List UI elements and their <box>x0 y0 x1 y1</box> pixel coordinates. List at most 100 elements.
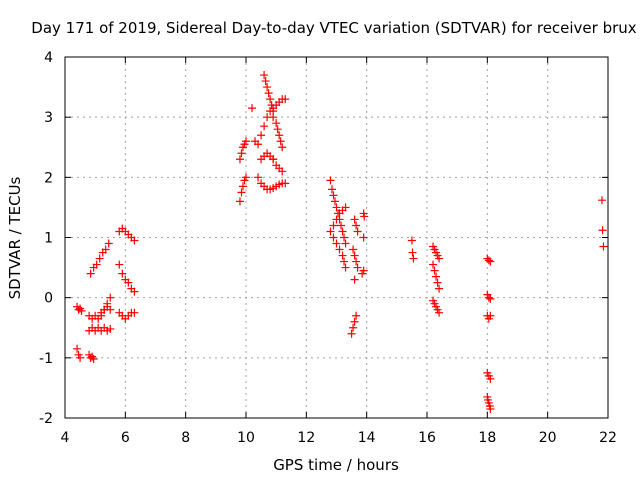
data-point-arc-s <box>276 137 285 146</box>
data-point-arc-g <box>106 305 115 314</box>
data-point-arc-am <box>486 404 495 413</box>
data-point-arc-ad <box>359 266 368 275</box>
x-tick-label: 16 <box>418 430 436 446</box>
data-point-arc-l <box>242 137 250 146</box>
data-point-arc-ah <box>435 308 444 317</box>
data-point-arc-o <box>281 179 290 188</box>
data-point-arc-aa <box>349 323 358 332</box>
data-point-arc-ae <box>408 248 417 257</box>
data-point-arc-b <box>73 344 82 353</box>
x-tick-label: 10 <box>237 430 255 446</box>
x-tick-label: 6 <box>121 430 130 446</box>
data-point-arc-x <box>350 215 359 224</box>
data-point-arc-s <box>275 131 284 140</box>
y-tick-label: 2 <box>44 170 53 186</box>
data-point-arc-i <box>130 287 139 296</box>
data-point-arc-t <box>269 155 278 164</box>
data-point-arc-m <box>248 104 257 113</box>
data-point-arc-w <box>329 233 338 242</box>
data-point-arc-i <box>115 260 124 269</box>
x-tick-label: 22 <box>599 430 617 446</box>
x-tick-label: 14 <box>358 430 376 446</box>
data-point-arc-ag <box>430 266 439 275</box>
data-point-arc-aj <box>484 293 493 302</box>
data-point-arc-aj <box>486 294 495 303</box>
data-point-arc-ac <box>359 233 368 242</box>
data-point-arc-f <box>104 239 113 248</box>
data-point-arc-v <box>329 221 338 230</box>
data-point-arc-d <box>106 324 115 333</box>
data-point-arc-z <box>350 275 359 284</box>
x-tick-label: 12 <box>297 430 315 446</box>
data-point-arc-l <box>235 155 244 164</box>
data-point-arc-u <box>330 197 339 206</box>
y-tick-label: 1 <box>44 231 53 247</box>
data-point-arc-f <box>92 260 101 269</box>
data-point-arc-ai <box>486 257 495 266</box>
data-point-arc-ak <box>486 311 495 320</box>
data-points <box>73 71 608 413</box>
y-tick-label: -2 <box>39 411 53 427</box>
y-axis-label: SDTVAR / TECUs <box>6 176 24 299</box>
data-point-arc-aa <box>352 311 361 320</box>
data-point-arc-c <box>89 355 98 364</box>
data-point-arc-k <box>235 197 244 206</box>
data-point-arc-w <box>332 239 341 248</box>
data-point-arc-an <box>598 226 607 235</box>
data-point-arc-r <box>267 101 276 110</box>
y-tick-label: 3 <box>44 110 53 126</box>
x-tick-label: 20 <box>539 430 557 446</box>
data-point-arc-f <box>101 245 110 254</box>
data-point-arc-v <box>341 203 350 212</box>
data-point-arc-an <box>599 242 608 251</box>
data-point-arc-ag <box>433 278 442 287</box>
data-point-arc-f <box>95 254 104 263</box>
data-point-arc-u <box>326 176 335 185</box>
x-axis-label: GPS time / hours <box>273 456 399 474</box>
data-point-arc-b <box>76 353 85 362</box>
data-point-arc-q <box>257 131 266 140</box>
data-point-arc-r <box>264 89 273 98</box>
data-point-arc-e <box>106 293 115 302</box>
data-point-arc-o <box>254 173 263 182</box>
data-point-arc-y <box>352 257 361 266</box>
data-point-arc-ae <box>407 236 416 245</box>
data-point-arc-h <box>130 236 139 245</box>
data-point-arc-u <box>332 203 341 212</box>
data-point-arc-u <box>329 191 338 200</box>
data-point-arc-u <box>338 227 347 236</box>
chart-title: Day 171 of 2019, Sidereal Day-to-day VTE… <box>31 19 636 37</box>
data-point-arc-w <box>338 251 347 260</box>
data-point-arc-v <box>332 215 341 224</box>
y-tick-labels: -2 -1 0 1 2 3 4 <box>39 50 53 427</box>
data-point-arc-r <box>263 83 272 92</box>
data-point-arc-aa <box>350 317 359 326</box>
data-point-arc-r <box>260 71 269 80</box>
x-tick-label: 18 <box>478 430 496 446</box>
data-point-arc-j <box>130 308 139 317</box>
data-point-arc-u <box>341 239 350 248</box>
data-point-arc-x <box>352 221 361 230</box>
data-point-arc-w <box>335 245 344 254</box>
data-point-arc-k <box>242 173 250 182</box>
data-point-arc-i <box>124 278 133 287</box>
data-point-arc-v <box>326 227 335 236</box>
x-tick-label: 8 <box>181 430 190 446</box>
data-point-arc-ae <box>409 254 418 263</box>
data-point-arc-al <box>486 374 495 383</box>
axis-ticks <box>64 56 609 419</box>
data-point-arc-r <box>261 77 270 86</box>
y-tick-label: 4 <box>44 50 53 66</box>
data-point-arc-u <box>337 221 346 230</box>
data-point-arc-aa <box>347 329 356 338</box>
data-point-arc-u <box>327 185 336 194</box>
data-point-arc-an <box>597 196 606 205</box>
y-tick-label: 0 <box>44 291 53 307</box>
data-point-arc-q <box>260 122 269 131</box>
y-tick-label: -1 <box>39 351 53 367</box>
x-tick-label: 4 <box>61 430 70 446</box>
data-point-arc-y <box>349 245 358 254</box>
data-point-arc-a <box>77 306 86 315</box>
data-point-arc-y <box>350 251 359 260</box>
